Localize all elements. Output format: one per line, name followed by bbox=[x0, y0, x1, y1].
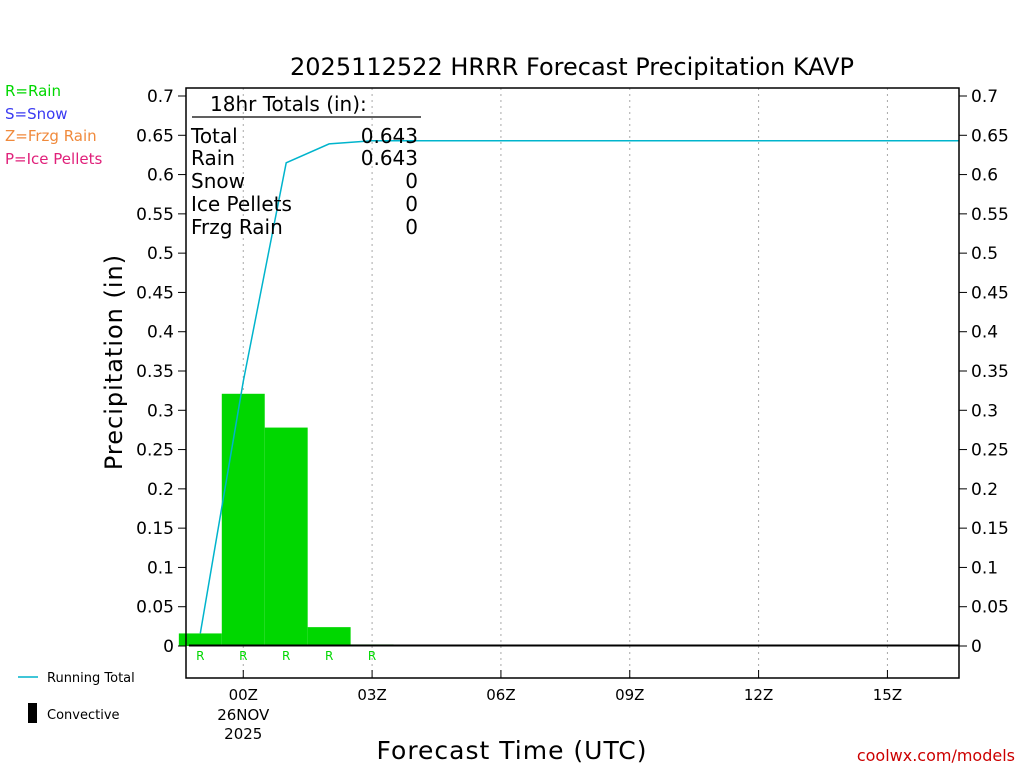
running-total-line-group bbox=[199, 140, 959, 634]
y-tick-label: 0.55 bbox=[136, 205, 174, 225]
y-tick-label-right: 0.05 bbox=[971, 598, 1009, 618]
x-tick-label: 06Z bbox=[486, 686, 515, 704]
x-tick-label: 15Z bbox=[873, 686, 902, 704]
x-tick-label: 12Z bbox=[744, 686, 773, 704]
y-tick-label-right: 0.6 bbox=[971, 166, 998, 186]
totals-header: 18hr Totals (in): bbox=[210, 92, 367, 116]
y-tick-label-right: 0.3 bbox=[971, 401, 998, 421]
legend-rain: R=Rain bbox=[5, 82, 61, 100]
chart-title: 2025112522 HRRR Forecast Precipitation K… bbox=[290, 53, 854, 81]
plot-frame bbox=[185, 87, 960, 679]
y-tick-label: 0.4 bbox=[147, 323, 174, 343]
y-tick-label: 0.2 bbox=[147, 480, 174, 500]
y-tick-label-right: 0.1 bbox=[971, 558, 998, 578]
totals-label-frzg-rain: Frzg Rain bbox=[191, 215, 283, 239]
y-tick-label: 0.5 bbox=[147, 244, 174, 264]
totals-label-rain: Rain bbox=[191, 146, 235, 170]
y-tick-label-right: 0.35 bbox=[971, 362, 1009, 382]
y-tick-label: 0.35 bbox=[136, 362, 174, 382]
precip-bar bbox=[264, 427, 308, 646]
y-tick-label-right: 0.45 bbox=[971, 283, 1009, 303]
x-axis-label: Forecast Time (UTC) bbox=[377, 736, 648, 765]
precip-type-marker: R bbox=[368, 649, 376, 663]
legend-frzg-rain: Z=Frzg Rain bbox=[5, 127, 97, 145]
y-tick-label: 0.45 bbox=[136, 283, 174, 303]
y-tick-label: 0.05 bbox=[136, 598, 174, 618]
grid-lines bbox=[242, 88, 888, 678]
y-axis-label: Precipitation (in) bbox=[100, 254, 128, 470]
y-tick-label: 0 bbox=[163, 637, 174, 657]
series-key: Running Total Convective bbox=[18, 671, 135, 723]
y-tick-label: 0.1 bbox=[147, 558, 174, 578]
y-tick-label-right: 0.2 bbox=[971, 480, 998, 500]
convective-bar bbox=[188, 644, 959, 647]
y-tick-label: 0.7 bbox=[147, 87, 174, 107]
totals-value-snow: 0 bbox=[405, 169, 418, 193]
y-tick-label-right: 0.65 bbox=[971, 126, 1009, 146]
y-tick-label: 0.65 bbox=[136, 126, 174, 146]
y-tick-label-right: 0.7 bbox=[971, 87, 998, 107]
x-tick-label: 00Z bbox=[229, 686, 258, 704]
running-total-line bbox=[199, 140, 959, 634]
legend-snow: S=Snow bbox=[5, 105, 68, 123]
y-tick-label: 0.25 bbox=[136, 441, 174, 461]
totals-label-snow: Snow bbox=[191, 169, 245, 193]
precip-bar bbox=[178, 633, 222, 646]
precip-type-marker: R bbox=[325, 649, 333, 663]
y-tick-label-right: 0.25 bbox=[971, 441, 1009, 461]
running-total-key-label: Running Total bbox=[47, 671, 135, 686]
x-tick-label: 09Z bbox=[615, 686, 644, 704]
convective-bars bbox=[188, 644, 959, 647]
precip-type-marker: R bbox=[282, 649, 290, 663]
y-tick-label-right: 0.15 bbox=[971, 519, 1009, 539]
x-tick-date: 26NOV bbox=[217, 706, 270, 724]
y-tick-label-right: 0.5 bbox=[971, 244, 998, 264]
precip-type-legend: R=Rain S=Snow Z=Frzg Rain P=Ice Pellets bbox=[5, 82, 102, 168]
totals-box: 18hr Totals (in): Total 0.643 Rain 0.643… bbox=[190, 92, 421, 239]
y-tick-label-right: 0.55 bbox=[971, 205, 1009, 225]
precip-type-marker: R bbox=[239, 649, 247, 663]
totals-value-frzg-rain: 0 bbox=[405, 215, 418, 239]
y-axis-left: 0 0.05 0.1 0.15 0.2 0.25 0.3 0.35 0.4 0.45 0.5 0.55… bbox=[136, 87, 186, 657]
y-tick-label: 0.6 bbox=[147, 166, 174, 186]
precip-type-marker: R bbox=[196, 649, 204, 663]
y-tick-label: 0.3 bbox=[147, 401, 174, 421]
credit-link[interactable]: coolwx.com/models bbox=[857, 746, 1015, 765]
totals-value-rain: 0.643 bbox=[361, 146, 418, 170]
legend-ice-pellets: P=Ice Pellets bbox=[5, 150, 102, 168]
precip-bar bbox=[221, 393, 265, 646]
convective-key-swatch bbox=[28, 703, 37, 723]
x-tick-label: 03Z bbox=[357, 686, 386, 704]
precip-bars bbox=[178, 393, 394, 646]
y-tick-label-right: 0 bbox=[971, 637, 982, 657]
totals-value-total: 0.643 bbox=[361, 124, 418, 148]
y-tick-label-right: 0.4 bbox=[971, 323, 998, 343]
x-tick-year: 2025 bbox=[224, 725, 262, 743]
precip-bar bbox=[307, 627, 351, 646]
y-axis-right: 0 0.05 0.1 0.15 0.2 0.25 0.3 0.35 0.4 0.45 0.5 0.55… bbox=[959, 87, 1009, 657]
totals-label-total: Total bbox=[190, 124, 238, 148]
totals-value-ice-pellets: 0 bbox=[405, 192, 418, 216]
totals-label-ice-pellets: Ice Pellets bbox=[191, 192, 292, 216]
y-tick-label: 0.15 bbox=[136, 519, 174, 539]
convective-key-label: Convective bbox=[47, 708, 120, 723]
